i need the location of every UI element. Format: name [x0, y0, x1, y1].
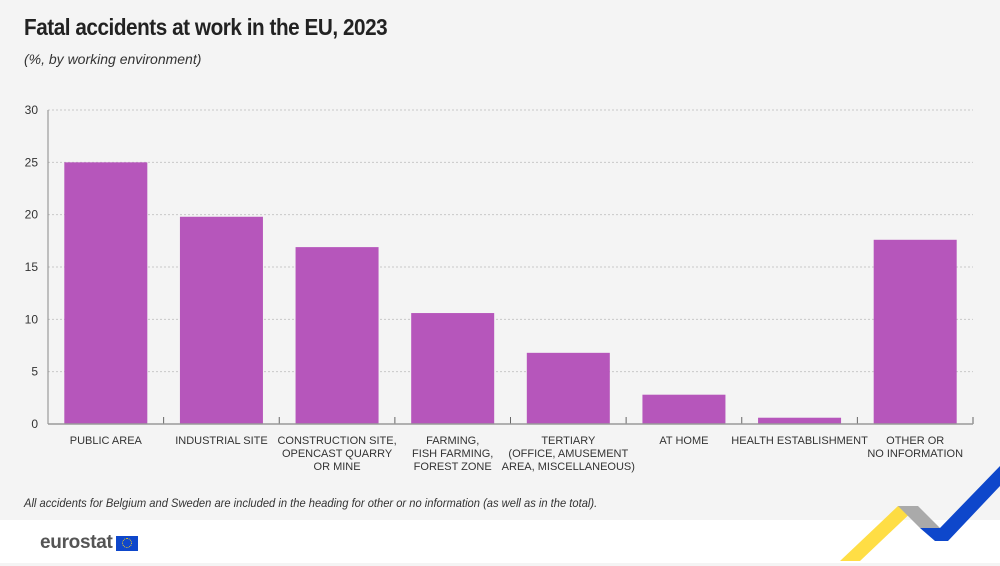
y-tick-label: 5 — [31, 365, 38, 379]
bar — [179, 216, 263, 424]
y-tick-label: 25 — [25, 155, 39, 169]
x-tick-label: INDUSTRIAL SITE — [175, 435, 268, 447]
x-tick-label: PUBLIC AREA — [70, 435, 143, 447]
x-tick-label: AT HOME — [659, 435, 708, 447]
decorative-corner-shape — [840, 466, 1000, 561]
y-tick-label: 15 — [25, 260, 39, 274]
y-tick-label: 20 — [25, 208, 39, 222]
y-tick-label: 30 — [25, 103, 39, 117]
bar — [758, 417, 842, 424]
bar — [642, 394, 726, 424]
bar — [873, 239, 957, 424]
chart-title: Fatal accidents at work in the EU, 2023 — [24, 14, 388, 40]
footer: eurostat — [0, 466, 1000, 563]
x-tick-label: TERTIARY (OFFICE, AMUSEMENT AREA, MISCELLA… — [502, 435, 635, 473]
x-tick-label: HEALTH ESTABLISHMENT — [731, 435, 868, 447]
bar — [295, 247, 379, 424]
y-tick-label: 0 — [31, 417, 38, 431]
y-tick-label: 10 — [25, 312, 39, 326]
x-tick-label: CONSTRUCTION SITE, OPENCAST QUARRY OR MINE — [277, 435, 396, 473]
x-tick-label: FARMING, FISH FARMING, FOREST ZONE — [412, 435, 493, 473]
eu-flag-icon — [115, 535, 138, 551]
eurostat-logo: eurostat — [40, 532, 138, 554]
bar — [526, 352, 610, 424]
bar-chart: 0 5 10 15 20 25 30 PUBLIC AREA INDUSTRIAL SITE CO… — [25, 103, 974, 473]
bar — [64, 162, 148, 425]
chart-subtitle: (%, by working environment) — [24, 51, 202, 67]
x-tick-label: OTHER OR NO INFORMATION — [867, 435, 963, 460]
footnote: All accidents for Belgium and Sweden are… — [24, 496, 598, 510]
bar — [411, 313, 495, 424]
